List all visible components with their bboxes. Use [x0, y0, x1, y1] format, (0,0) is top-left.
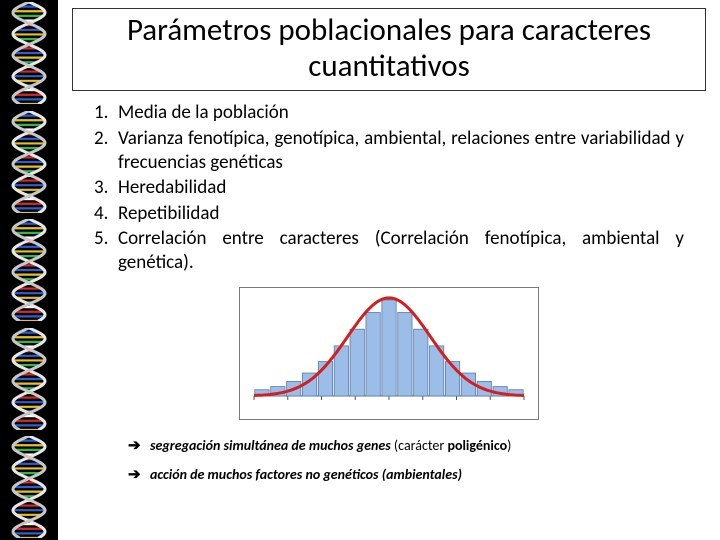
- footnote-item: ➔ acción de muchos factores no genéticos…: [128, 465, 706, 484]
- list-text: Correlación entre caracteres (Correlació…: [118, 227, 684, 276]
- list-number: 2.: [94, 127, 118, 176]
- footnotes: ➔ segregación simultánea de muchos genes…: [72, 436, 706, 484]
- list-text: Repetibilidad: [118, 202, 684, 226]
- chart-container: [72, 287, 706, 420]
- dna-helix-icon: [3, 219, 55, 321]
- list-number: 1.: [94, 101, 118, 125]
- arrow-icon: ➔: [128, 436, 150, 455]
- list-number: 3.: [94, 176, 118, 200]
- numbered-list: 1. Media de la población 2. Varianza fen…: [72, 101, 706, 275]
- dna-helix-icon: [3, 2, 55, 104]
- chart-frame: [239, 287, 539, 420]
- footnote-text: segregación simultánea de muchos genes (…: [150, 437, 511, 454]
- dna-helix-icon: [3, 328, 55, 430]
- list-item: 3. Heredabilidad: [94, 176, 684, 200]
- dna-helix-icon: [3, 436, 55, 538]
- list-item: 5. Correlación entre caracteres (Correla…: [94, 227, 684, 276]
- list-text: Media de la población: [118, 101, 684, 125]
- title-box: Parámetros poblacionales para caracteres…: [72, 8, 706, 91]
- slide-content: Parámetros poblacionales para caracteres…: [58, 0, 720, 540]
- footnote-item: ➔ segregación simultánea de muchos genes…: [128, 436, 706, 455]
- list-item: 1. Media de la población: [94, 101, 684, 125]
- list-number: 5.: [94, 227, 118, 276]
- list-item: 2. Varianza fenotípica, genotípica, ambi…: [94, 127, 684, 176]
- list-number: 4.: [94, 202, 118, 226]
- page-title: Parámetros poblacionales para caracteres…: [81, 13, 697, 84]
- list-item: 4. Repetibilidad: [94, 202, 684, 226]
- arrow-icon: ➔: [128, 465, 150, 484]
- footnote-text: acción de muchos factores no genéticos (…: [150, 466, 462, 483]
- dna-helix-icon: [3, 111, 55, 213]
- list-text: Heredabilidad: [118, 176, 684, 200]
- histogram-chart: [244, 292, 534, 410]
- dna-sidebar: [0, 0, 58, 540]
- list-text: Varianza fenotípica, genotípica, ambient…: [118, 127, 684, 176]
